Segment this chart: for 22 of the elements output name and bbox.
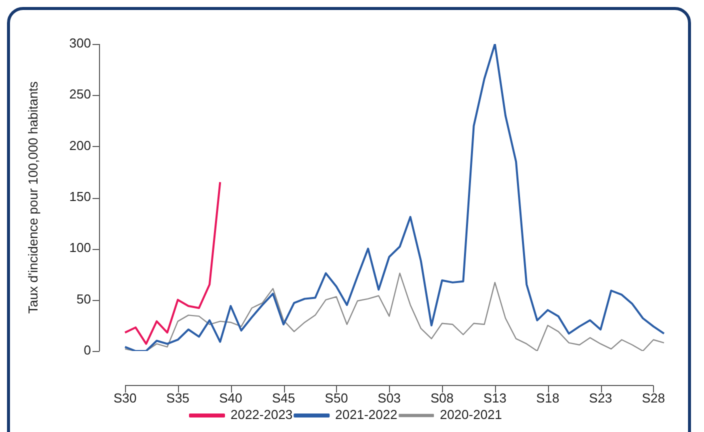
x-tick-label: S45 bbox=[272, 390, 296, 406]
x-tick-label: S30 bbox=[113, 390, 137, 406]
y-tick-label: 300 bbox=[69, 36, 91, 51]
x-tick-label: S13 bbox=[483, 390, 506, 406]
legend-label: 2021-2022 bbox=[335, 407, 398, 422]
y-tick-label: 50 bbox=[76, 291, 91, 306]
y-tick-label: 150 bbox=[69, 189, 91, 204]
y-tick-label: 0 bbox=[84, 342, 91, 358]
y-tick-label: 200 bbox=[69, 138, 91, 153]
legend-label: 2022-2023 bbox=[230, 407, 293, 422]
x-tick-label: S23 bbox=[589, 390, 612, 406]
y-tick-label: 250 bbox=[69, 86, 91, 102]
x-tick-label: S40 bbox=[219, 390, 242, 406]
y-axis-title: Taux d'incidence pour 100,000 habitants bbox=[25, 80, 40, 314]
x-tick-label: S28 bbox=[642, 390, 665, 406]
legend-label: 2020-2021 bbox=[440, 407, 502, 422]
x-tick-label: S50 bbox=[324, 390, 348, 406]
x-tick-label: S03 bbox=[378, 390, 401, 406]
x-tick-label: S08 bbox=[430, 390, 454, 406]
x-tick-label: S18 bbox=[536, 390, 560, 406]
x-tick-label: S35 bbox=[166, 390, 190, 406]
y-tick-label: 100 bbox=[69, 240, 91, 256]
